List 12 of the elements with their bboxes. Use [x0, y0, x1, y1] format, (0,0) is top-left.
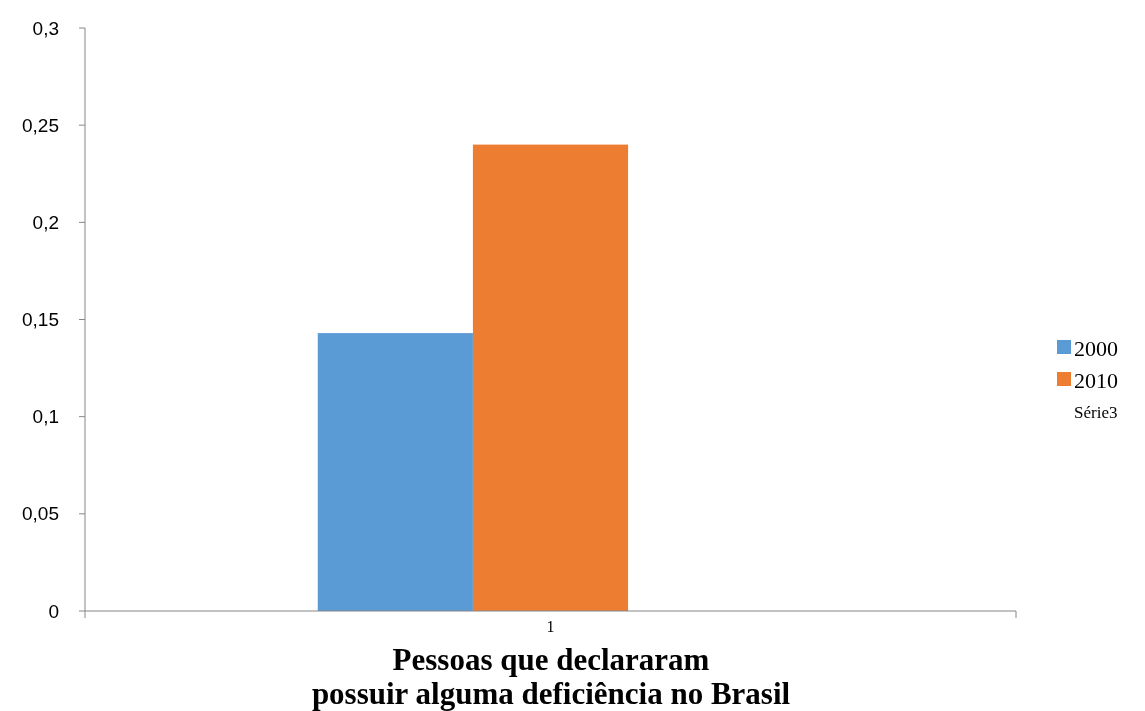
y-tick-label: 0,1 — [32, 406, 59, 428]
x-tick-label: 1 — [546, 618, 555, 635]
y-tick-label: 0,25 — [22, 114, 59, 136]
text: Série3 — [1074, 402, 1118, 422]
x-axis-title: Pessoas que declararam possuir alguma deficiência no Brasil — [311, 642, 791, 711]
y-tick-label: 0 — [48, 600, 59, 622]
y-tick-label: 0,3 — [32, 17, 59, 39]
legend-label: 2000 — [1074, 335, 1118, 361]
y-tick-label: 0,05 — [22, 503, 59, 525]
y-tick-label: 0,2 — [32, 211, 59, 233]
y-tick-label: 0,15 — [22, 309, 59, 331]
legend-label: 2010 — [1074, 367, 1118, 393]
